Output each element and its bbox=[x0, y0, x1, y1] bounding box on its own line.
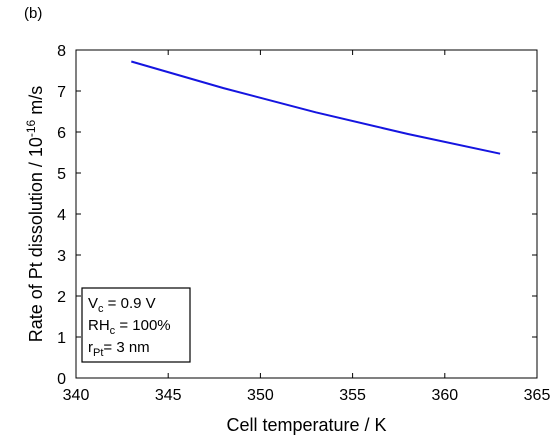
x-tick-label: 355 bbox=[339, 387, 366, 404]
y-axis-label-exponent: -16 bbox=[24, 119, 38, 137]
annotation-symbol: r bbox=[88, 339, 93, 356]
y-tick-label: 1 bbox=[57, 330, 66, 347]
annotation-subscript: c bbox=[110, 325, 116, 337]
y-tick-label: 4 bbox=[57, 207, 66, 224]
y-axis-ticks: 0 1 2 3 4 5 6 7 8 bbox=[57, 43, 537, 388]
x-tick-label: 365 bbox=[524, 387, 550, 404]
x-axis-ticks: 340 345 350 355 360 365 bbox=[63, 50, 550, 404]
x-tick-label: 350 bbox=[247, 387, 274, 404]
annotation-box-border bbox=[81, 287, 191, 363]
annotation-value: = 3 nm bbox=[103, 339, 149, 356]
annotation-line: rPt= 3 nm bbox=[88, 339, 150, 359]
series-line bbox=[131, 60, 501, 155]
annotation-subscript: Pt bbox=[93, 347, 103, 359]
y-tick-label: 2 bbox=[57, 289, 66, 306]
y-tick-label: 5 bbox=[57, 166, 66, 183]
annotation-value: = 0.9 V bbox=[104, 295, 156, 312]
annotation-line: Vc = 0.9 V bbox=[88, 295, 156, 315]
x-tick-label: 360 bbox=[431, 387, 458, 404]
y-tick-label: 7 bbox=[57, 84, 66, 101]
annotation-line: RHc = 100% bbox=[88, 317, 171, 337]
annotation-subscript: c bbox=[98, 303, 104, 315]
annotation-symbol: V bbox=[88, 295, 98, 312]
x-tick-label: 340 bbox=[63, 387, 90, 404]
y-tick-label: 8 bbox=[57, 43, 66, 60]
y-axis-label-unit: m/s bbox=[26, 86, 46, 120]
x-tick-label: 345 bbox=[155, 387, 182, 404]
annotation-value: = 100% bbox=[115, 317, 170, 334]
y-axis-label-main: Rate of Pt dissolution / 10 bbox=[26, 137, 46, 342]
y-tick-label: 3 bbox=[57, 248, 66, 265]
y-tick-label: 6 bbox=[57, 125, 66, 142]
series-layer bbox=[131, 60, 501, 155]
annotation-symbol: RH bbox=[88, 317, 110, 334]
y-tick-label: 0 bbox=[57, 371, 66, 388]
panel-label: (b) bbox=[24, 5, 42, 22]
y-axis-label: Rate of Pt dissolution / 10-16 m/s bbox=[24, 86, 46, 342]
x-axis-label: Cell temperature / K bbox=[226, 415, 386, 435]
